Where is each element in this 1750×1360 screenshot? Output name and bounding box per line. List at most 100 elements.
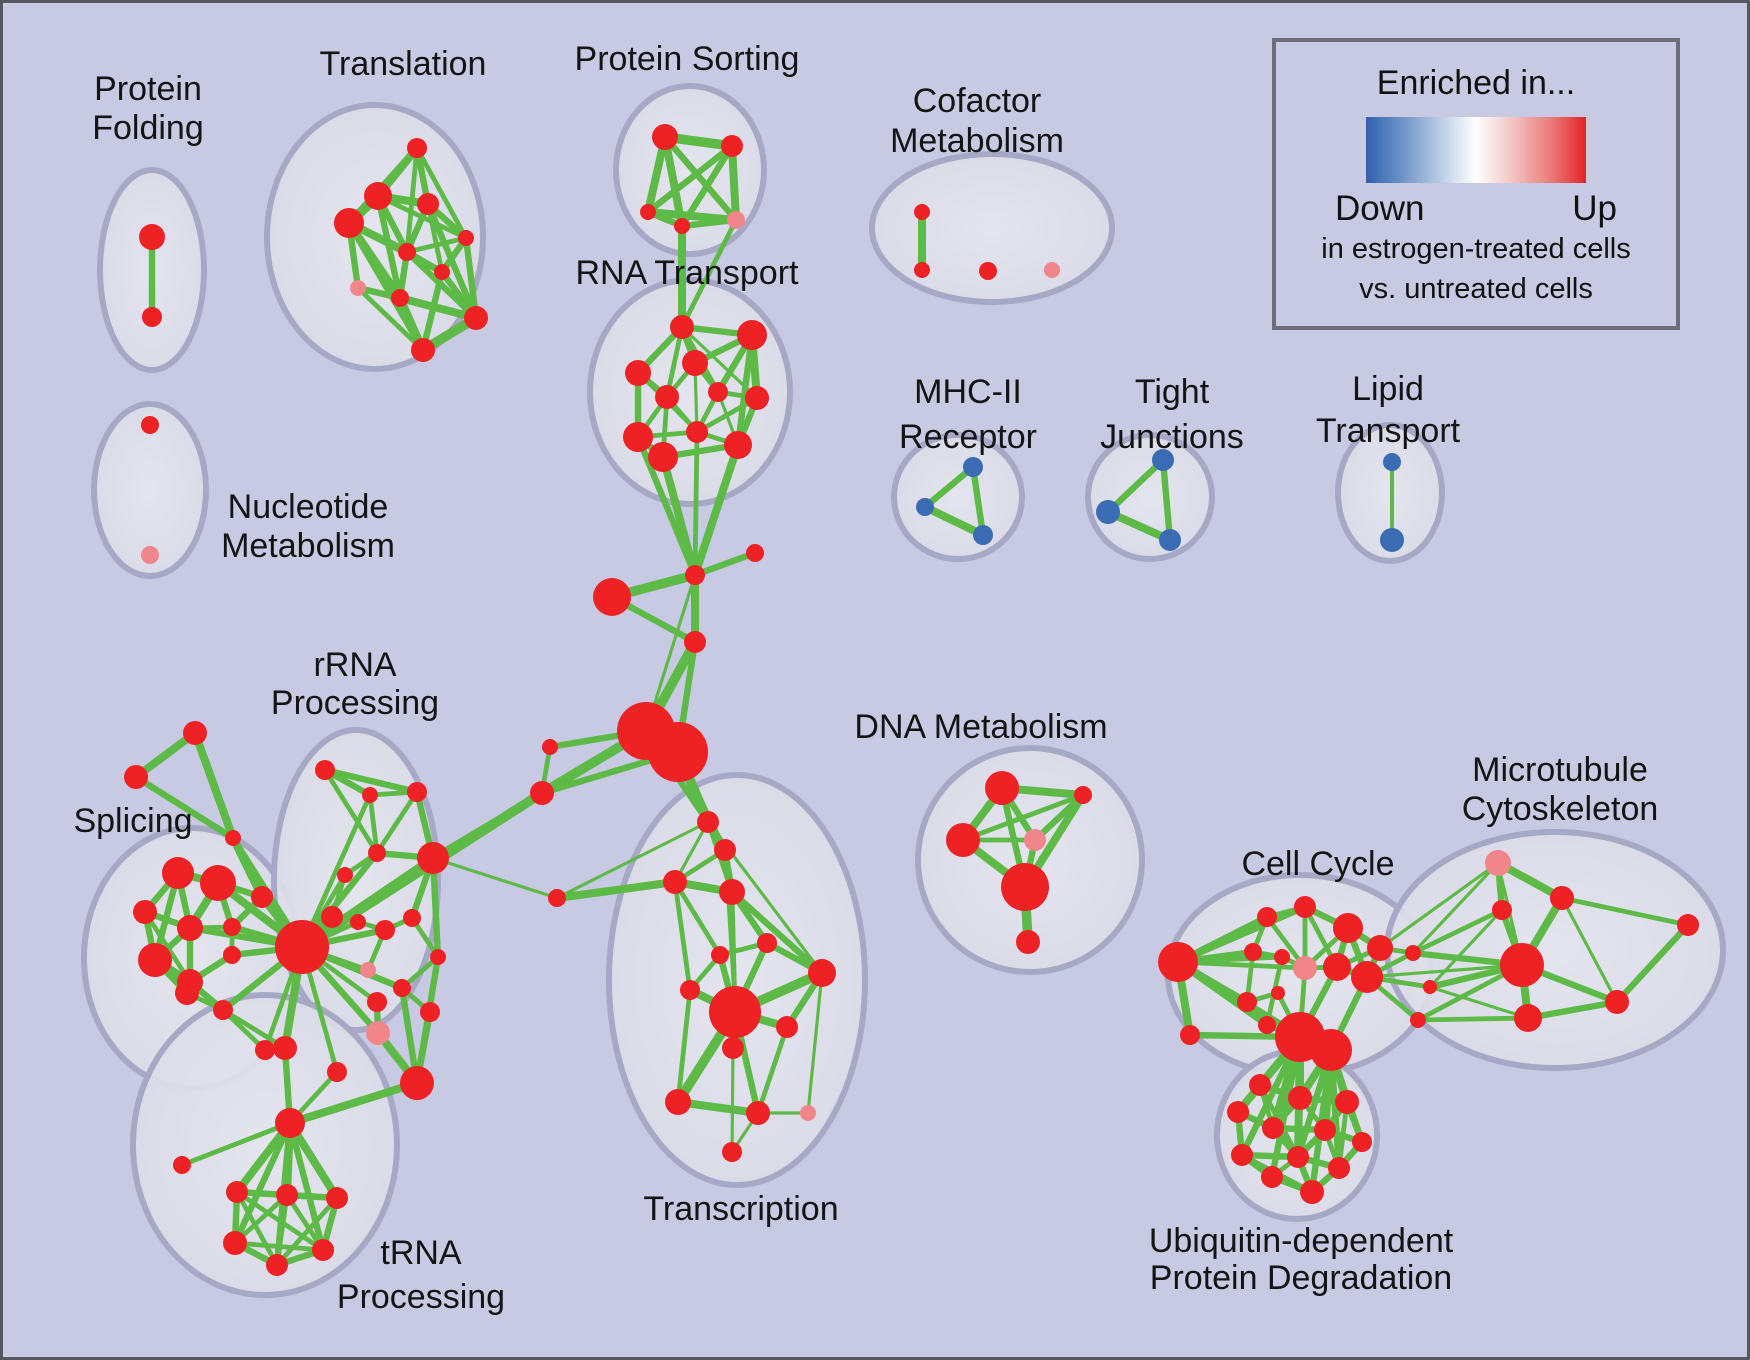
edge-br3-mt4 [1415, 1015, 1531, 1023]
gene-set-node-st2 [124, 765, 148, 789]
gene-set-node-t2 [714, 839, 736, 861]
gene-set-node-lt1 [1383, 453, 1401, 471]
edge-ta-tf [234, 1189, 280, 1268]
gene-set-node-sp3 [133, 900, 157, 924]
legend-down-label: Down [1335, 189, 1425, 228]
gene-set-node-nm1 [141, 416, 159, 434]
gene-set-node-dm6 [1016, 930, 1040, 954]
cluster-label-mhc-ii-receptor-line1: MHC-II [914, 373, 1022, 411]
gene-set-node-cc3 [1333, 913, 1363, 943]
gene-set-node-cc1 [1257, 907, 1277, 927]
cluster-label-microtubule-cytoskeleton-line1: Microtubule [1472, 751, 1648, 789]
edge-rt8-s1 [692, 429, 700, 578]
edge-rr2-rr4 [367, 792, 380, 856]
gene-set-node-ccl [1180, 1025, 1200, 1045]
gene-set-node-cc5 [1244, 943, 1262, 961]
edge-rt10-s1 [691, 441, 742, 579]
gene-set-node-rr10 [403, 909, 421, 927]
edge-mh1-mh3 [969, 463, 987, 539]
cluster-label-microtubule-cytoskeleton-line2: Cytoskeleton [1462, 790, 1659, 828]
gene-set-node-rr13 [393, 979, 411, 997]
gene-set-node-ta [226, 1181, 248, 1203]
edge-t3-u2 [672, 879, 723, 958]
gene-set-node-dm2 [1074, 786, 1092, 804]
gene-set-node-rt9 [623, 422, 653, 452]
gene-set-node-nm2 [141, 546, 159, 564]
edge-mh1-mh2 [921, 463, 977, 511]
edge-tl1-tl5 [414, 145, 469, 241]
cluster-label-ubiquitin-dependent-protein-degradation-line1: Ubiquitin-dependent [1149, 1222, 1454, 1260]
gene-set-node-rr4 [368, 844, 386, 862]
edge-ps2-ps5 [728, 142, 740, 224]
edge-trh-te [286, 1119, 327, 1254]
gene-set-node-c1 [530, 781, 554, 805]
gene-set-node-br2 [1423, 980, 1437, 994]
gene-set-node-tl7 [434, 264, 450, 280]
gene-set-node-dm5 [1001, 863, 1049, 911]
gene-set-node-md4 [366, 1021, 390, 1045]
gene-set-node-ub4 [1227, 1101, 1249, 1123]
edge-rt1-rt7 [680, 325, 759, 400]
gene-set-node-tj2 [1096, 500, 1120, 524]
gene-set-node-u3 [680, 980, 700, 1000]
gene-set-node-rr12 [430, 949, 446, 965]
gene-set-node-ub12 [1300, 1180, 1324, 1204]
edge-mt4-mt5 [1524, 998, 1621, 1022]
gene-set-node-sp10 [213, 1000, 233, 1020]
edge-mt2-mt5 [1560, 896, 1619, 1004]
gene-set-node-rr1 [315, 760, 335, 780]
edge-tj1-tj3 [1159, 456, 1174, 544]
gene-set-node-hub [275, 920, 329, 974]
gene-set-node-s1 [685, 565, 705, 585]
gene-set-node-ub6 [1314, 1119, 1336, 1141]
gene-set-node-tl9 [391, 289, 409, 307]
edge-u9-u4 [806, 971, 824, 1115]
cluster-label-transcription: Transcription [643, 1190, 838, 1228]
cluster-label-translation: Translation [320, 45, 487, 83]
gene-set-node-b1 [593, 578, 631, 616]
edge-tj1-tj2 [1104, 456, 1167, 516]
gene-set-node-trh [275, 1108, 305, 1138]
gene-set-node-st3 [225, 830, 241, 846]
edge-st1-st3 [191, 729, 237, 842]
gene-set-node-rt8 [686, 421, 708, 443]
edge-rr6-c2 [431, 856, 559, 900]
gene-set-node-cf4 [1044, 262, 1060, 278]
legend-caption-line2: vs. untreated cells [1359, 273, 1593, 305]
gene-set-node-sr [746, 544, 764, 562]
gene-set-node-te [312, 1239, 334, 1261]
edge-tl8-tl11 [355, 285, 426, 353]
cluster-label-rrna-processing-line2: Processing [271, 684, 439, 722]
edge-tl4-tl7 [345, 219, 446, 276]
edge-tl1-tl6 [404, 145, 420, 255]
gene-set-node-rt7 [745, 386, 769, 410]
gene-set-node-mt1 [1485, 850, 1511, 876]
legend-up-label: Up [1572, 189, 1617, 228]
edge-br1-mt3 [1410, 907, 1505, 956]
gene-set-node-ub5 [1262, 1117, 1284, 1139]
gene-set-node-tl8 [350, 280, 366, 296]
gene-set-node-u9 [800, 1105, 816, 1121]
cluster-label-lipid-transport-line2: Transport [1316, 412, 1461, 450]
gene-set-node-rr6 [417, 842, 449, 874]
gene-set-node-t4 [719, 879, 745, 905]
gene-set-node-pf2 [142, 307, 162, 327]
gene-set-node-mt3 [1492, 900, 1512, 920]
edge-tb-tf [274, 1192, 290, 1268]
edge-st1-st2 [132, 729, 199, 781]
gene-set-node-u2 [711, 946, 729, 964]
edge-u5-u8 [755, 1024, 790, 1116]
gene-set-node-sp8 [223, 946, 241, 964]
cluster-label-lipid-transport-line1: Lipid [1352, 370, 1424, 408]
gene-set-node-st1 [183, 721, 207, 745]
edge-cc4-mt1 [1378, 861, 1500, 950]
edge-br1-mt1 [1411, 861, 1500, 955]
cluster-label-dna-metabolism: DNA Metabolism [854, 708, 1107, 746]
edge-tc-tf [274, 1195, 340, 1268]
gene-set-node-u6 [722, 1037, 744, 1059]
gene-set-node-tl4 [334, 208, 364, 238]
gene-set-node-ub7 [1352, 1132, 1372, 1152]
gene-set-node-rt11 [648, 442, 678, 472]
edge-u3-u7 [675, 987, 693, 1105]
cluster-label-splicing: Splicing [73, 802, 192, 840]
